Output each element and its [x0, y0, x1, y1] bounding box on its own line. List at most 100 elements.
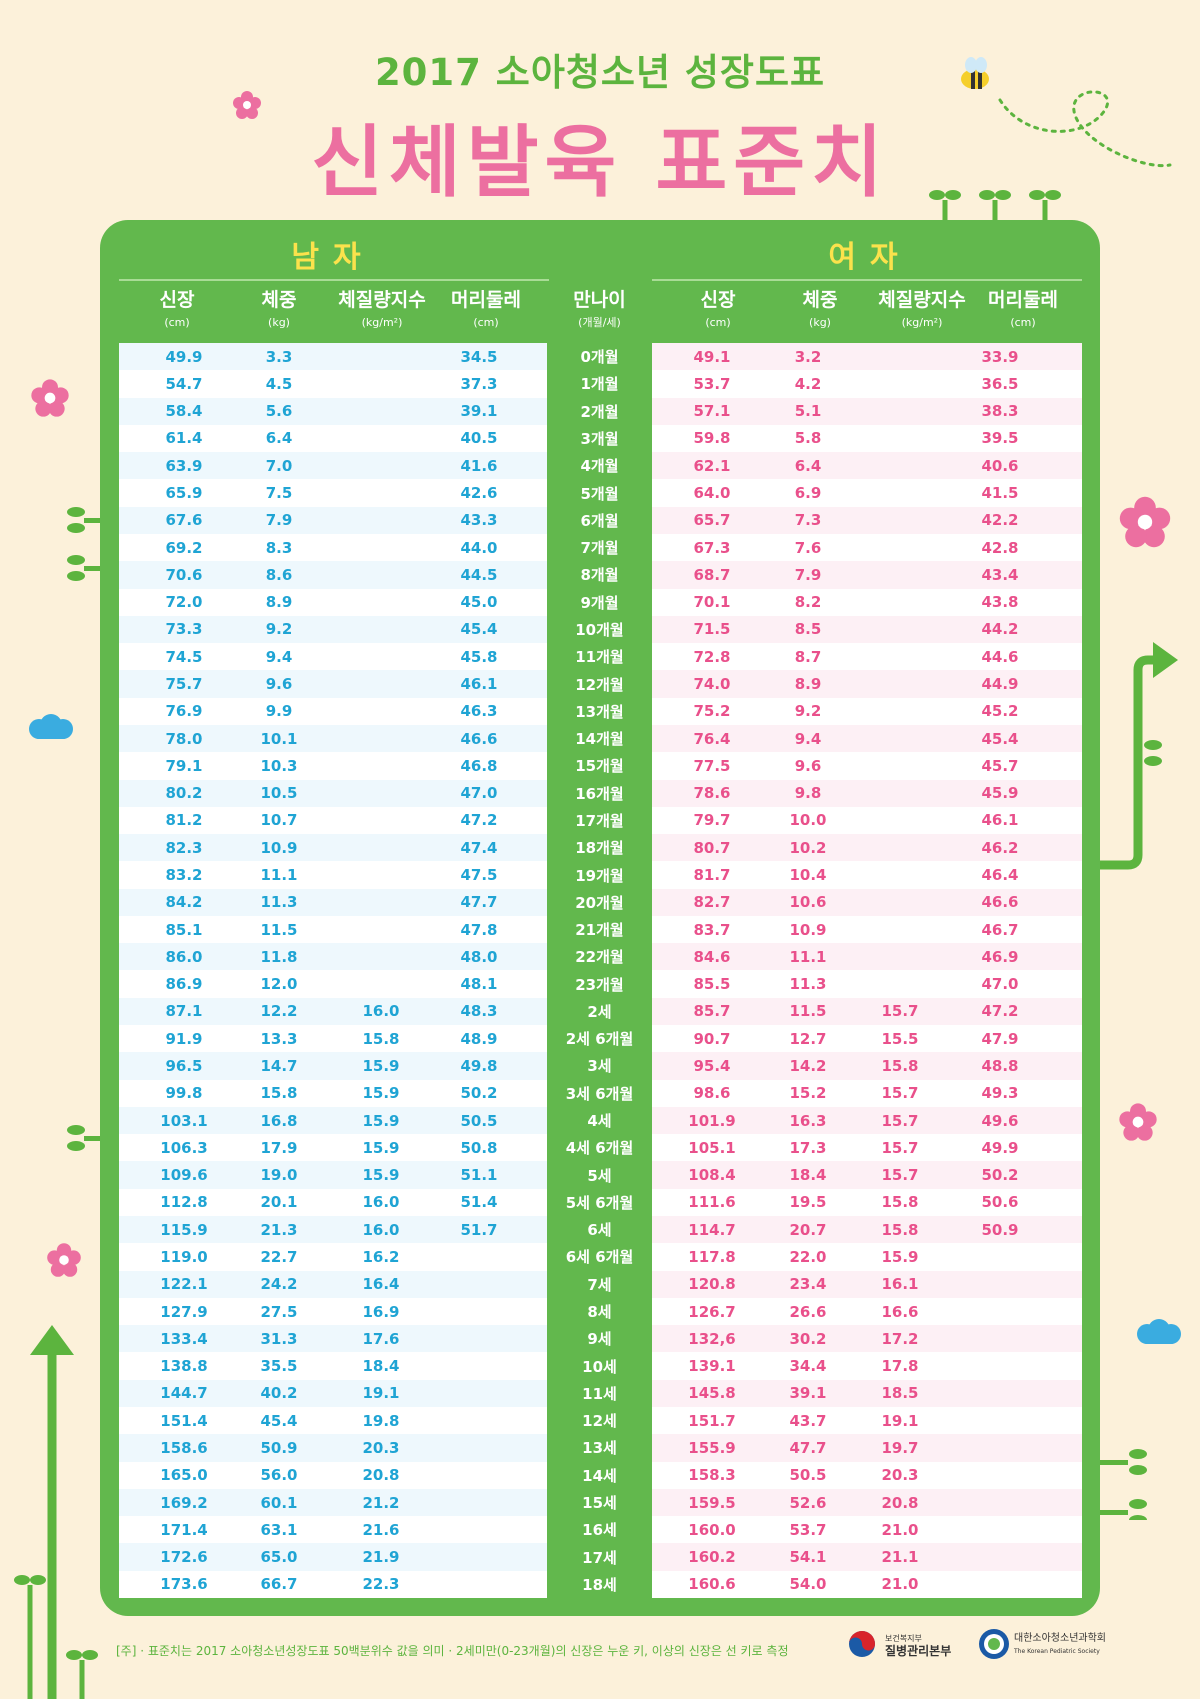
table-row: 79.1 10.3 46.8	[119, 752, 547, 779]
flower-icon	[233, 91, 261, 119]
table-cell: 7.9	[794, 565, 822, 584]
age-label: 4세 6개월	[565, 1139, 634, 1158]
table-cell: 10.7	[260, 811, 298, 830]
table-cell: 48.3	[460, 1002, 498, 1021]
flower-icon	[31, 379, 69, 417]
table-row: 85.1 11.5 47.8	[119, 916, 547, 943]
kcdc-name: 질병관리본부	[885, 1644, 952, 1658]
table-cell: 83.7	[693, 920, 731, 939]
table-cell: 47.5	[460, 866, 498, 884]
table-row: 81.2 10.7 47.2	[119, 807, 547, 834]
table-cell: 11.8	[260, 947, 298, 966]
table-row: 83.7 10.9 46.7	[652, 916, 1082, 943]
age-label: 15세	[582, 1494, 617, 1512]
table-row: 115.9 21.3 16.0 51.7	[119, 1216, 547, 1244]
age-label: 4개월	[580, 457, 619, 476]
table-cell: 15.2	[789, 1084, 827, 1103]
age-label: 8개월	[580, 566, 619, 585]
arrow-vine-icon	[14, 1325, 98, 1699]
table-row: 119.0 22.7 16.2	[119, 1243, 547, 1270]
table-cell: 71.5	[693, 620, 731, 639]
table-row: 71.5 8.5 44.2	[652, 615, 1082, 644]
table-cell: 160.6	[688, 1575, 736, 1594]
table-cell: 46.2	[981, 838, 1019, 857]
table-row: 95.4 14.2 15.8 48.8	[652, 1052, 1082, 1080]
age-label: 12개월	[575, 675, 624, 694]
table-row: 145.8 39.1 18.5	[652, 1379, 1082, 1408]
leaf-icon	[1098, 1449, 1147, 1520]
table-row: 67.6 7.9 43.3	[119, 506, 547, 534]
table-cell: 47.9	[981, 1029, 1019, 1048]
table-cell: 19.7	[881, 1438, 919, 1457]
table-cell: 16.1	[881, 1275, 919, 1294]
table-row: 126.7 26.6 16.6	[652, 1298, 1082, 1325]
table-row: 112.8 20.1 16.0 51.4	[119, 1189, 547, 1216]
table-row: 80.7 10.2 46.2	[652, 834, 1082, 862]
table-row: 80.2 10.5 47.0	[119, 779, 547, 807]
table-cell: 112.8	[160, 1193, 208, 1212]
table-cell: 117.8	[688, 1247, 736, 1266]
table-cell: 98.6	[693, 1084, 731, 1103]
table-cell: 39.5	[981, 429, 1019, 448]
table-cell: 3.2	[794, 347, 822, 366]
table-cell: 51.1	[460, 1166, 498, 1185]
table-cell: 53.7	[789, 1520, 827, 1539]
table-row: 57.1 5.1 38.3	[652, 397, 1082, 425]
table-cell: 49.9	[165, 347, 203, 366]
kps-name: 대한소아청소년과학회	[1014, 1633, 1106, 1644]
table-cell: 9.6	[794, 756, 822, 775]
table-cell: 17.9	[260, 1138, 298, 1157]
table-row: 160.0 53.7 21.0	[652, 1516, 1082, 1543]
table-row: 65.9 7.5 42.6	[119, 479, 547, 506]
age-label: 22개월	[575, 948, 624, 967]
table-row: 74.5 9.4 45.8	[119, 643, 547, 670]
table-row: 144.7 40.2 19.1	[119, 1379, 547, 1408]
col-header-female-weight: 체중 (kg)	[802, 289, 838, 329]
age-label: 5세 6개월	[565, 1193, 634, 1212]
kcdc-org: 보건복지부 질병관리본부	[885, 1632, 951, 1658]
table-cell: 8.2	[794, 593, 822, 612]
table-cell: 16.0	[362, 1002, 400, 1021]
table-cell: 50.9	[260, 1438, 298, 1457]
table-cell: 62.1	[693, 456, 731, 475]
table-cell: 9.2	[794, 702, 822, 721]
kcdc-logo-icon	[849, 1631, 875, 1657]
table-cell: 45.7	[981, 756, 1019, 775]
table-row: 151.7 43.7 19.1	[652, 1407, 1082, 1434]
table-row: 103.1 16.8 15.9 50.5	[119, 1106, 547, 1135]
kps-logo-icon	[979, 1629, 1009, 1659]
age-label: 19개월	[575, 866, 624, 885]
table-cell: 114.7	[688, 1220, 736, 1239]
table-cell: 5.1	[794, 402, 822, 421]
table-cell: 22.3	[362, 1575, 400, 1594]
table-row: 120.8 23.4 16.1	[652, 1270, 1082, 1298]
table-row: 160.2 54.1 21.1	[652, 1543, 1082, 1571]
age-label: 5개월	[580, 484, 619, 503]
table-cell: 86.0	[165, 947, 203, 966]
table-cell: 10.9	[789, 920, 827, 939]
table-cell: 7.3	[794, 511, 822, 530]
table-cell: 79.1	[165, 756, 203, 775]
table-row: 173.6 66.7 22.3	[119, 1571, 547, 1598]
age-label: 7개월	[580, 539, 619, 558]
table-cell: 47.8	[460, 920, 498, 939]
table-cell: 6.4	[794, 456, 822, 475]
table-cell: 49.9	[981, 1138, 1019, 1157]
table-cell: 50.8	[460, 1138, 498, 1157]
table-cell: 86.9	[165, 975, 203, 994]
table-cell: 45.0	[460, 593, 498, 612]
table-cell: 41.5	[981, 484, 1019, 503]
table-cell: 49.8	[460, 1056, 498, 1075]
table-cell: 44.0	[460, 538, 498, 557]
table-cell: 50.5	[460, 1111, 498, 1130]
table-cell: 74.5	[165, 647, 203, 666]
table-cell: 87.1	[165, 1002, 203, 1021]
age-label: 18개월	[575, 839, 624, 858]
table-cell: 7.0	[265, 456, 293, 475]
table-row: 75.7 9.6 46.1	[119, 670, 547, 698]
footnote: [주] · 표준치는 2017 소아청소년성장도표 50백분위수 값을 의미 ·…	[116, 1644, 789, 1658]
age-label: 6세	[587, 1221, 612, 1240]
col-header-female-height: 신장 (cm)	[700, 289, 736, 329]
table-row: 84.2 11.3 47.7	[119, 888, 547, 916]
table-cell: 158.3	[688, 1466, 736, 1485]
